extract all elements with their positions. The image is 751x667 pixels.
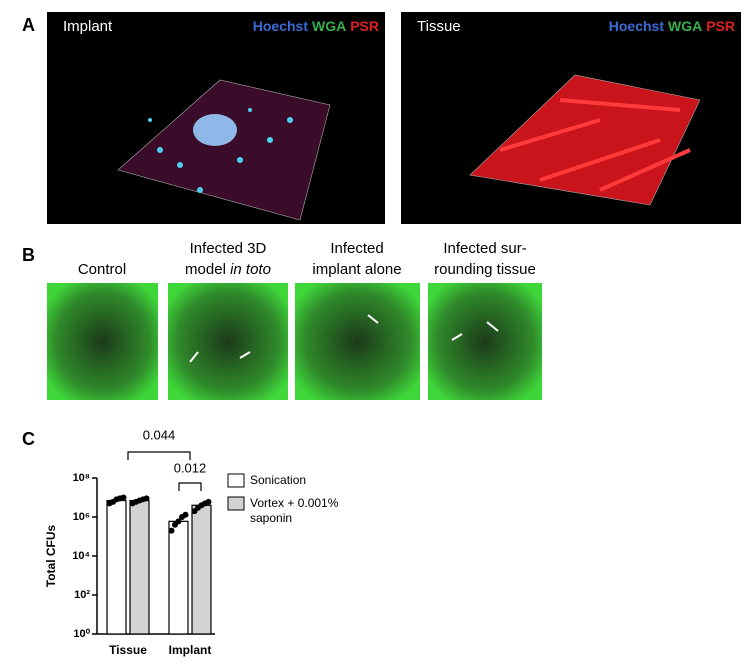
bar: [191, 504, 212, 635]
dish-implant: [295, 283, 420, 400]
data-point: [168, 527, 175, 534]
bar: [106, 499, 127, 635]
panel-label: C: [22, 429, 35, 449]
y-axis-label: Total CFUs: [44, 524, 58, 587]
stain-name: WGA: [668, 18, 702, 34]
image-caption: Control: [78, 261, 126, 278]
legend-label: Vortex + 0.001% saponin: [250, 496, 339, 525]
image-title: Implant: [63, 18, 113, 35]
image-title: Tissue: [417, 18, 461, 35]
cell-cluster: [193, 114, 237, 146]
tissue-fibers: [499, 98, 691, 192]
arrows: [189, 314, 499, 363]
cell-dots: [148, 108, 293, 193]
stain-name: PSR: [350, 18, 379, 34]
image-caption: implant alone: [312, 261, 401, 278]
stain-legend: Hoechst WGA PSR: [609, 18, 735, 34]
image-caption: model in toto: [185, 261, 271, 278]
caption-part: Infected: [330, 240, 383, 257]
image-caption: rounding tissue: [434, 261, 536, 278]
image-caption: Infected: [330, 240, 383, 257]
bracket: [178, 482, 202, 491]
p-value: 0.012: [174, 460, 207, 475]
data-point: [120, 494, 127, 501]
image-caption: Infected sur-: [443, 240, 526, 257]
caption-part: Infected 3D: [190, 240, 267, 257]
legend-swatch: [227, 473, 245, 488]
caption-part: rounding tissue: [434, 261, 536, 278]
data-point: [182, 511, 189, 518]
bar: [129, 499, 150, 635]
bracket: [127, 451, 191, 460]
y-tick-label: 10⁴: [72, 550, 90, 562]
y-tick-label: 10⁰: [73, 628, 90, 640]
dish-control: [47, 283, 158, 400]
legend-label: Sonication: [250, 473, 307, 487]
panel-label: B: [22, 245, 35, 265]
stain-name: Hoechst: [609, 18, 665, 34]
stain-name: WGA: [312, 18, 346, 34]
x-tick-label: Implant: [169, 643, 212, 657]
dish-model: [168, 283, 288, 400]
stain-name: PSR: [706, 18, 735, 34]
data-point: [143, 495, 150, 502]
y-tick-label: 10⁶: [73, 511, 90, 523]
p-value: 0.044: [143, 427, 176, 442]
x-tick-label: Tissue: [109, 643, 147, 657]
dish-tissue: [428, 283, 542, 400]
caption-part: Infected sur-: [443, 240, 526, 257]
caption-part: implant alone: [312, 261, 401, 278]
bar: [168, 520, 189, 635]
panel-label: A: [22, 15, 35, 35]
data-point: [175, 518, 182, 525]
image-caption: Infected 3D: [190, 240, 267, 257]
caption-part: model: [185, 261, 230, 278]
legend-swatch: [227, 496, 245, 511]
caption-part: in toto: [230, 261, 271, 278]
y-tick-label: 10²: [74, 589, 90, 601]
data-point: [205, 498, 212, 505]
caption-part: Control: [78, 261, 126, 278]
stain-name: Hoechst: [253, 18, 309, 34]
volume-box: [117, 79, 331, 221]
y-tick-label: 10⁸: [73, 472, 90, 484]
stain-legend: Hoechst WGA PSR: [253, 18, 379, 34]
